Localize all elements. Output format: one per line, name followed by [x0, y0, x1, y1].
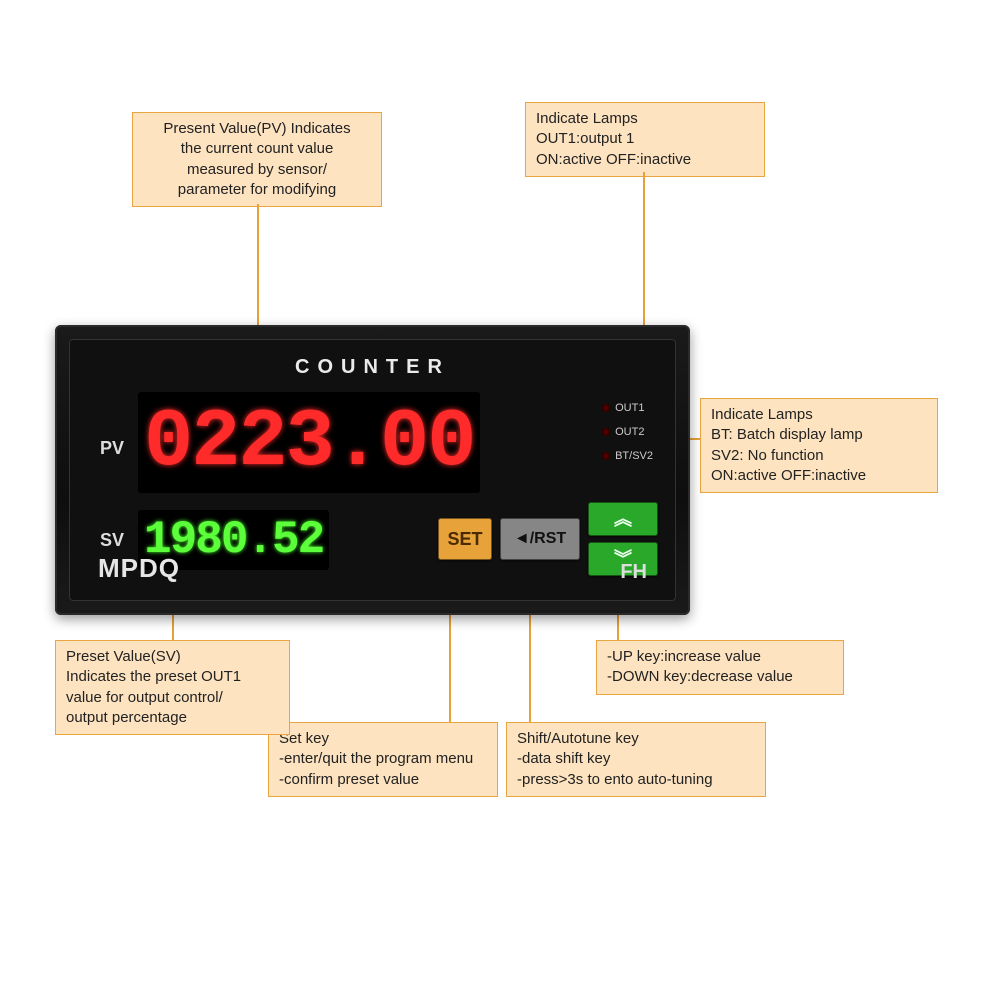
- button-label: ◄/RST: [514, 530, 566, 548]
- callout-text: Set key: [279, 729, 487, 749]
- device-title: COUNTER: [70, 356, 675, 379]
- callout-text: OUT1:output 1: [536, 129, 754, 149]
- set-button[interactable]: SET: [438, 518, 492, 560]
- lamp-label: OUT2: [615, 426, 644, 438]
- callout-updown: -UP key:increase value -DOWN key:decreas…: [596, 640, 844, 695]
- callout-text: Indicate Lamps: [536, 109, 754, 129]
- button-label: SET: [447, 529, 482, 550]
- callout-lamps-out: Indicate Lamps OUT1:output 1 ON:active O…: [525, 102, 765, 177]
- chevron-up-icon: ︽: [614, 510, 632, 528]
- callout-text: parameter for modifying: [143, 180, 371, 200]
- callout-sv: Preset Value(SV) Indicates the preset OU…: [55, 640, 290, 735]
- pv-label: PV: [100, 438, 124, 459]
- model-label: FH: [620, 561, 647, 584]
- callout-text: ON:active OFF:inactive: [711, 466, 927, 486]
- lamp-out2: OUT2: [602, 426, 653, 438]
- callout-lamps-bt: Indicate Lamps BT: Batch display lamp SV…: [700, 398, 938, 493]
- callout-text: Shift/Autotune key: [517, 729, 755, 749]
- counter-device: COUNTER PV 0223.00 SV 1980.52 OUT1 OUT2 …: [55, 325, 690, 615]
- device-faceplate: COUNTER PV 0223.00 SV 1980.52 OUT1 OUT2 …: [69, 339, 676, 601]
- callout-text: -enter/quit the program menu: [279, 749, 487, 769]
- callout-pv: Present Value(PV) Indicates the current …: [132, 112, 382, 207]
- callout-text: SV2: No function: [711, 446, 927, 466]
- callout-text: the current count value: [143, 139, 371, 159]
- led-icon: [602, 404, 610, 412]
- callout-text: Preset Value(SV): [66, 647, 279, 667]
- callout-text: Indicate Lamps: [711, 405, 927, 425]
- indicator-lamps: OUT1 OUT2 BT/SV2: [602, 402, 653, 474]
- lamp-label: BT/SV2: [615, 450, 653, 462]
- sv-label: SV: [100, 530, 124, 551]
- callout-set: Set key -enter/quit the program menu -co…: [268, 722, 498, 797]
- callout-text: -confirm preset value: [279, 770, 487, 790]
- lamp-bt-sv2: BT/SV2: [602, 450, 653, 462]
- callout-text: BT: Batch display lamp: [711, 425, 927, 445]
- callout-text: output percentage: [66, 708, 279, 728]
- callout-shift: Shift/Autotune key -data shift key -pres…: [506, 722, 766, 797]
- callout-text: -data shift key: [517, 749, 755, 769]
- up-button[interactable]: ︽: [588, 502, 658, 536]
- callout-text: ON:active OFF:inactive: [536, 150, 754, 170]
- shift-reset-button[interactable]: ◄/RST: [500, 518, 580, 560]
- brand-label: MPDQ: [98, 553, 180, 584]
- callout-text: -press>3s to ento auto-tuning: [517, 770, 755, 790]
- led-icon: [602, 428, 610, 436]
- led-icon: [602, 452, 610, 460]
- callout-text: -UP key:increase value: [607, 647, 833, 667]
- callout-text: value for output control/: [66, 688, 279, 708]
- callout-text: -DOWN key:decrease value: [607, 667, 833, 687]
- callout-text: Indicates the preset OUT1: [66, 667, 279, 687]
- lamp-out1: OUT1: [602, 402, 653, 414]
- callout-text: measured by sensor/: [143, 160, 371, 180]
- callout-text: Present Value(PV) Indicates: [143, 119, 371, 139]
- pv-display: 0223.00: [138, 392, 480, 493]
- lamp-label: OUT1: [615, 402, 644, 414]
